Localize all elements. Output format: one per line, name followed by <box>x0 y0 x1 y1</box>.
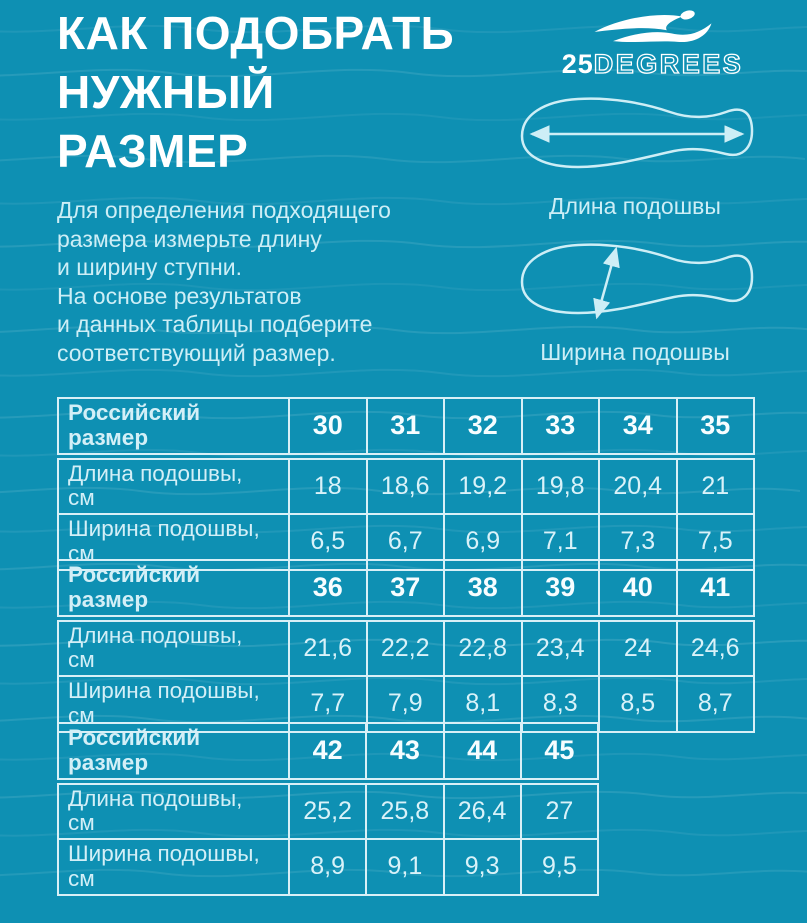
table-header-row: Российский размер 42 43 44 45 <box>57 722 600 785</box>
size-cell: 34 <box>598 397 678 460</box>
length-value-cell: 22,2 <box>365 617 445 677</box>
width-value-cell: 9,5 <box>519 838 600 896</box>
page-title: КАК ПОДОБРАТЬ НУЖНЫЙ РАЗМЕР <box>57 7 455 177</box>
length-value-cell: 23,4 <box>520 617 600 677</box>
brand-logo: 25DEGREES <box>545 8 760 79</box>
width-value-cell: 8,7 <box>675 675 755 733</box>
sole-width-label: Ширина подошвы <box>540 339 730 365</box>
length-row: Длина подошвы, см 21,6 22,2 22,8 23,4 24… <box>57 617 755 677</box>
length-value-cell: 25,8 <box>365 780 445 840</box>
size-cell: 40 <box>598 559 678 622</box>
size-cell: 44 <box>442 722 522 785</box>
length-value-cell: 21,6 <box>288 617 368 677</box>
size-cell: 45 <box>519 722 600 785</box>
size-cell: 30 <box>288 397 368 460</box>
brand-wordmark-25: 25 <box>561 49 594 79</box>
width-value-cell: 8,9 <box>287 838 368 896</box>
brand-wordmark: 25DEGREES <box>545 49 760 79</box>
length-value-cell: 18 <box>288 455 368 515</box>
length-value-cell: 27 <box>519 780 600 840</box>
size-cell: 35 <box>675 397 755 460</box>
width-row-label: Ширина подошвы, см <box>57 838 290 896</box>
russian-size-header: Российский размер <box>57 722 290 785</box>
size-cell: 31 <box>365 397 445 460</box>
intro-text: Для определения подходящего размера изме… <box>57 197 391 366</box>
size-table-30-35: Российский размер 30 31 32 33 34 35 Длин… <box>57 397 755 571</box>
russian-size-header: Российский размер <box>57 559 290 622</box>
length-row-label: Длина подошвы, см <box>57 617 290 677</box>
length-row: Длина подошвы, см 25,2 25,8 26,4 27 <box>57 780 600 840</box>
width-value-cell: 9,1 <box>365 838 445 896</box>
russian-size-header: Российский размер <box>57 397 290 460</box>
length-value-cell: 21 <box>675 455 755 515</box>
length-value-cell: 24,6 <box>675 617 755 677</box>
sole-length-figure: Длина подошвы <box>504 90 766 220</box>
sole-width-arrow-icon <box>520 243 754 320</box>
table-header-row: Российский размер 36 37 38 39 40 41 <box>57 559 755 622</box>
size-cell: 37 <box>365 559 445 622</box>
sole-width-figure: Ширина подошвы <box>504 236 766 366</box>
sole-length-label: Длина подошвы <box>549 193 721 219</box>
brand-wordmark-degrees: DEGREES <box>593 49 744 79</box>
length-value-cell: 26,4 <box>442 780 522 840</box>
sole-length-arrow-icon <box>520 97 754 169</box>
width-row: Ширина подошвы, см 8,9 9,1 9,3 9,5 <box>57 838 600 896</box>
size-cell: 39 <box>520 559 600 622</box>
length-value-cell: 25,2 <box>287 780 368 840</box>
width-value-cell: 9,3 <box>442 838 522 896</box>
swimmer-icon <box>594 10 711 43</box>
length-value-cell: 18,6 <box>365 455 445 515</box>
size-cell: 32 <box>443 397 523 460</box>
length-row-label: Длина подошвы, см <box>57 780 290 840</box>
length-row-label: Длина подошвы, см <box>57 455 290 515</box>
size-table-42-45: Российский размер 42 43 44 45 Длина подо… <box>57 722 600 896</box>
length-value-cell: 19,2 <box>443 455 523 515</box>
size-table-36-41: Российский размер 36 37 38 39 40 41 Длин… <box>57 559 755 733</box>
length-value-cell: 22,8 <box>443 617 523 677</box>
length-value-cell: 20,4 <box>598 455 678 515</box>
size-cell: 42 <box>287 722 368 785</box>
size-cell: 38 <box>443 559 523 622</box>
size-cell: 33 <box>520 397 600 460</box>
length-row: Длина подошвы, см 18 18,6 19,2 19,8 20,4… <box>57 455 755 515</box>
width-value-cell: 8,5 <box>598 675 678 733</box>
size-cell: 43 <box>365 722 445 785</box>
size-cell: 36 <box>288 559 368 622</box>
length-value-cell: 19,8 <box>520 455 600 515</box>
size-cell: 41 <box>675 559 755 622</box>
length-value-cell: 24 <box>598 617 678 677</box>
table-header-row: Российский размер 30 31 32 33 34 35 <box>57 397 755 460</box>
